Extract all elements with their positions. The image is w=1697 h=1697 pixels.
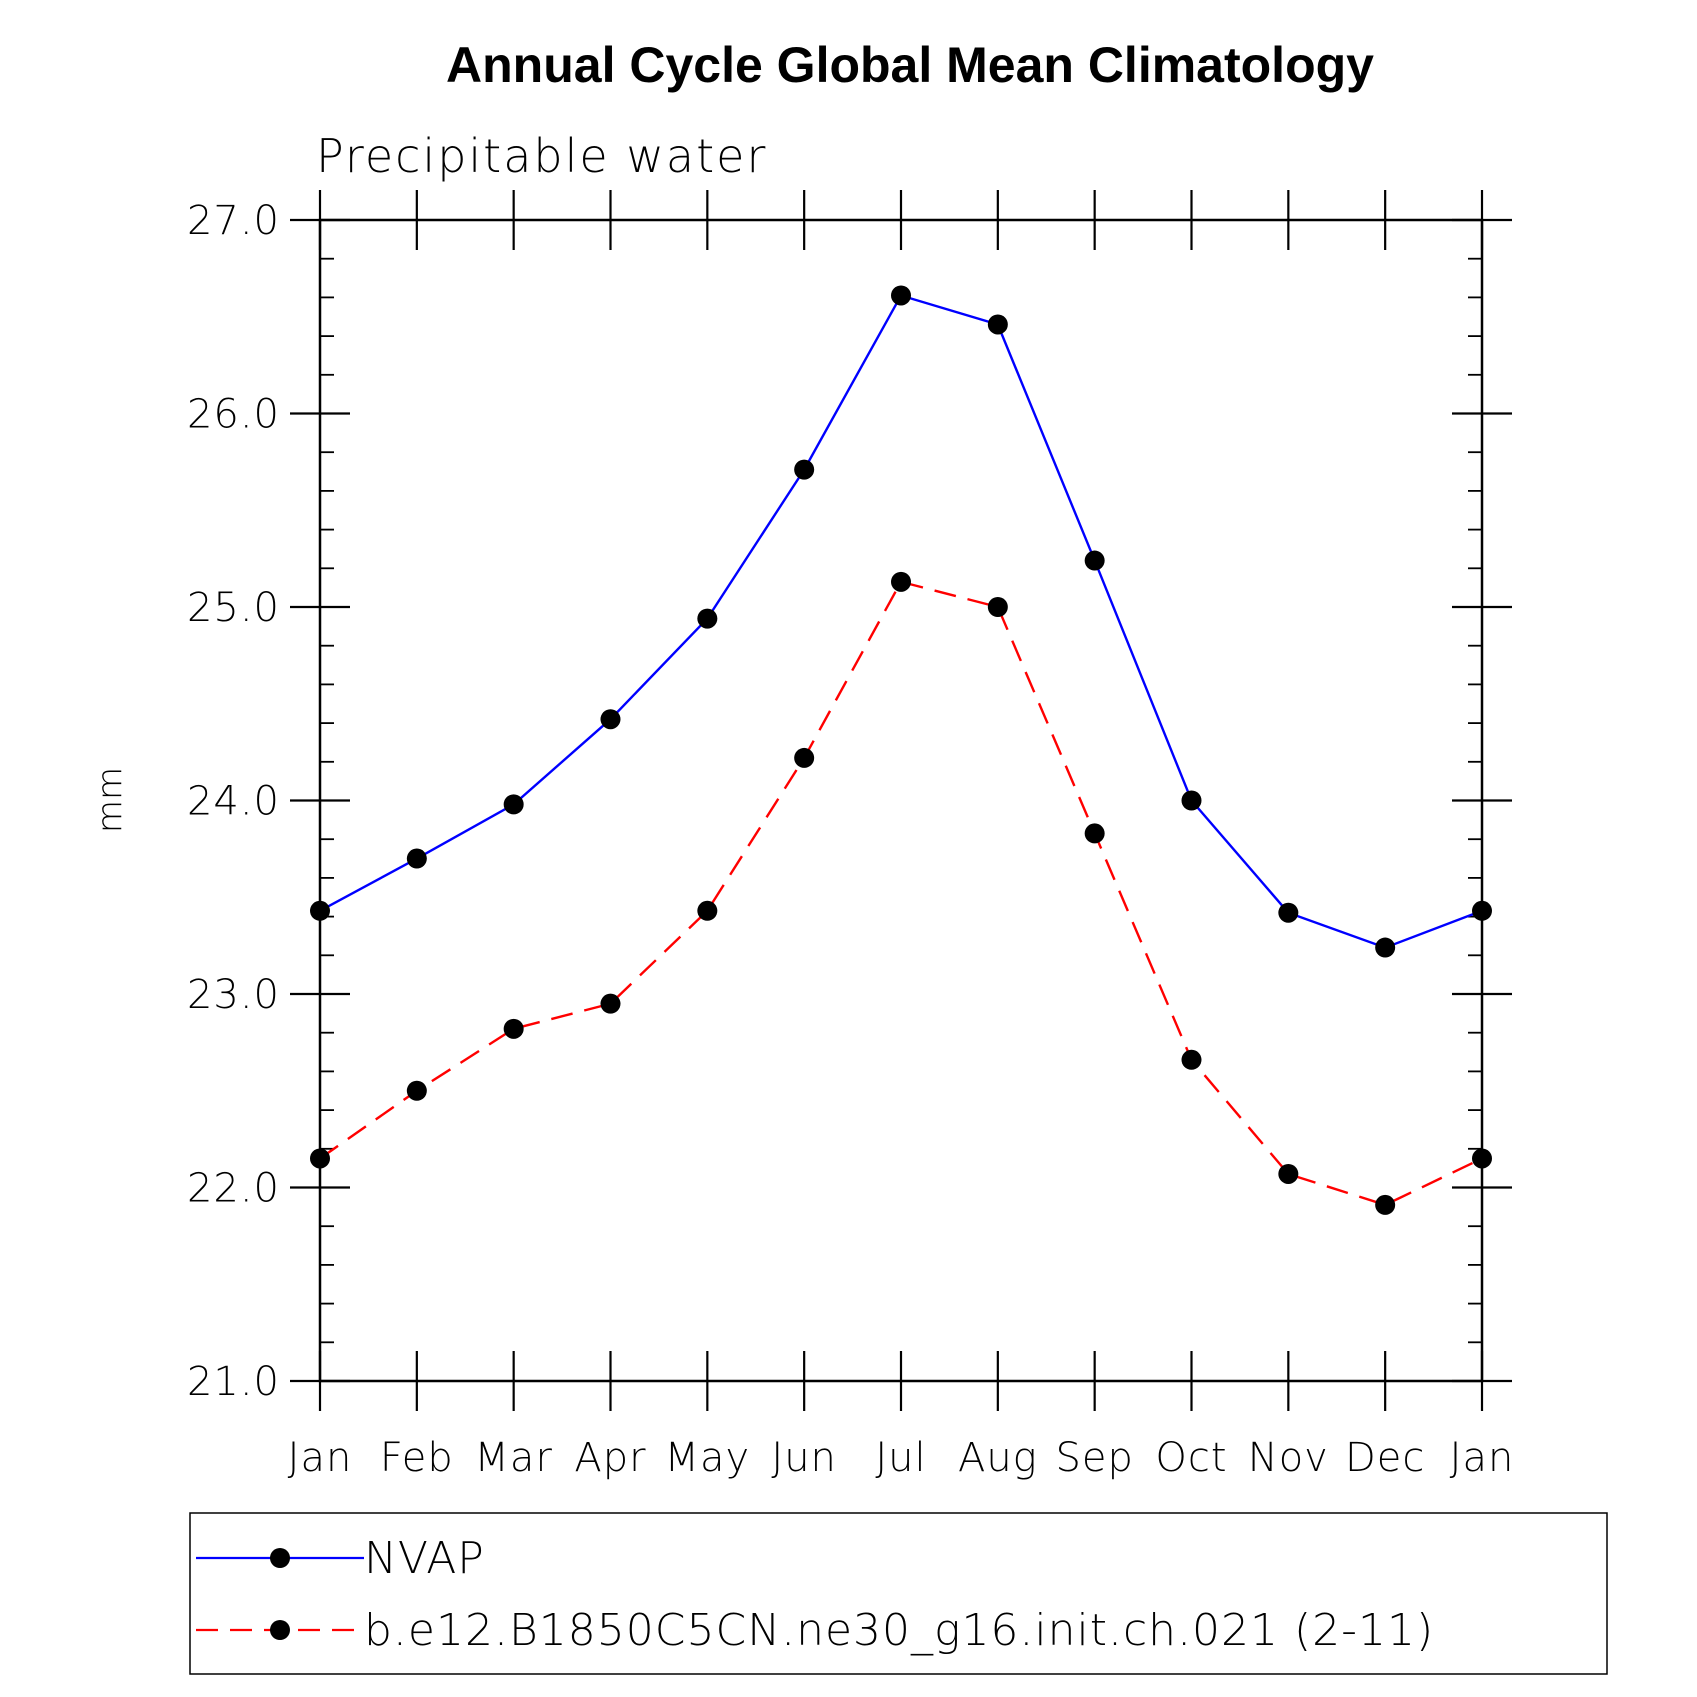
series-1-point [891,571,911,592]
series-layer [310,285,1492,1215]
series-1-point [697,900,718,921]
x-tick-label: Sep [1055,1435,1133,1481]
axes: 21.0 22.0 23.0 24.0 25.0 26.0 27.0 Jan Feb Mar Apr… [187,190,1515,1481]
x-tick-label: Feb [380,1435,454,1481]
y-axis-label: mm [90,767,130,833]
series-1-point [406,1080,427,1101]
series-1-point [794,747,815,768]
legend-box [189,1512,1608,1675]
series-1-point [600,993,621,1014]
legend-label-model: b.e12.B1850C5CN.ne30_g16.init.ch.021 (2-… [364,1605,1434,1656]
series-line-1 [319,580,1483,1207]
y-tick-label: 23.0 [187,972,280,1018]
x-tick-label: Jan [1450,1435,1515,1481]
series-0-point [1472,900,1492,921]
series-0-point [503,794,524,815]
series-1-point [987,597,1008,617]
x-tick-label: Oct [1155,1435,1227,1481]
chart-title: Annual Cycle Global Mean Climatology [446,37,1374,93]
series-1-point [1375,1194,1396,1215]
series-0-point [697,608,718,629]
x-tick-label: Jun [771,1435,837,1481]
series-line-0 [319,294,1483,949]
y-tick-label: 21.0 [187,1359,280,1405]
series-0-point [600,709,621,730]
y-tick-label: 25.0 [187,585,280,631]
series-1-point [1278,1163,1299,1184]
series-0-point [406,848,427,869]
x-tick-label: May [664,1435,750,1481]
x-tick-label: Apr [574,1435,646,1481]
x-tick-label: Jul [875,1435,926,1481]
series-0-point [1278,902,1299,923]
legend-label-nvap: NVAP [364,1533,485,1584]
series-0-point [794,459,815,480]
series-0-point [1375,937,1396,958]
series-0-point [891,285,911,306]
legend-marker-nvap [270,1548,290,1568]
x-tick-label: Mar [474,1435,552,1481]
y-tick-label: 24.0 [187,779,280,825]
series-1-point [503,1018,524,1039]
chart-subtitle: Precipitable water [316,129,767,183]
legend-marker-model [270,1620,290,1640]
y-tick-label: 26.0 [187,392,280,438]
series-1-point [1181,1049,1202,1070]
y-tick-label: 27.0 [187,198,280,244]
x-tick-label: Aug [958,1435,1038,1481]
y-tick-label: 22.0 [187,1166,280,1212]
x-tick-label: Dec [1345,1435,1425,1481]
series-1-point [1084,823,1105,844]
legend: NVAP b.e12.B1850C5CN.ne30_g16.init.ch.02… [189,1512,1608,1675]
x-tick-label: Jan [288,1435,353,1481]
series-0-point [1084,550,1105,571]
x-tick-label: Nov [1248,1435,1329,1481]
series-0-point [1181,790,1202,811]
series-1-point [310,1148,330,1169]
series-0-point [987,314,1008,335]
plot-frame [318,218,1484,1383]
series-0-point [310,900,330,921]
series-1-point [1472,1148,1492,1169]
